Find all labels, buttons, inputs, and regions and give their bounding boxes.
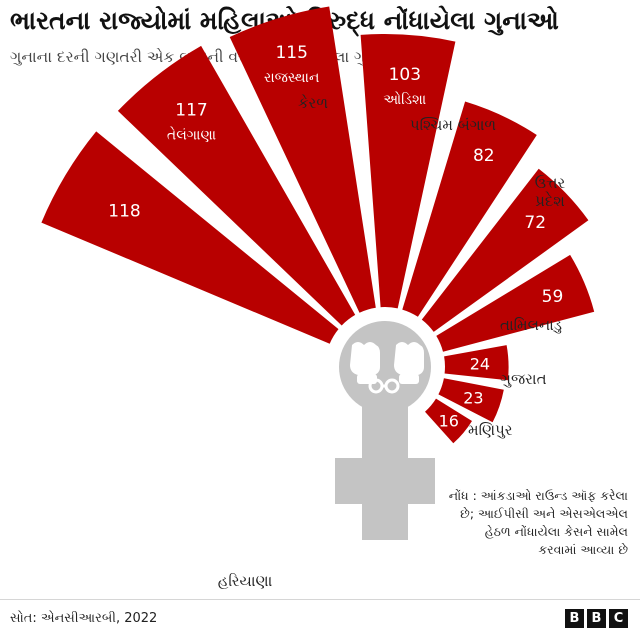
bar-8: [444, 345, 509, 381]
bbc-logo-letter: B: [565, 609, 584, 628]
value-label: 103: [389, 65, 421, 85]
value-label: 23: [463, 388, 483, 407]
category-label: ઓડિશા: [383, 91, 426, 108]
footnote: નોંધ : આંકડાઓ રાઉન્ડ ઑફ કરેલા છે; આઈપીસી…: [448, 488, 628, 557]
category-label: પશ્ચિમ બંગાળ: [410, 116, 496, 134]
value-label: 16: [439, 412, 459, 431]
bar-1: [41, 131, 339, 344]
category-label: ગુજરાત: [500, 370, 547, 388]
value-label: 59: [542, 287, 564, 307]
handcuffed-fists-icon: [350, 342, 424, 394]
footer-divider: [0, 599, 640, 600]
bar-9: [438, 378, 504, 423]
bars-layer: [41, 6, 595, 444]
bbc-logo-letter: B: [587, 609, 606, 628]
value-label: 117: [175, 100, 207, 120]
radial-bar-chart: 118 હરિયાણા 117 તેલંગાણા 115 રાજસ્થાન 103 ઓડિશા…: [41, 6, 595, 590]
bbc-logo-letter: C: [609, 609, 628, 628]
labels-layer: 118 હરિયાણા 117 તેલંગાણા 115 રાજસ્થાન 103 ઓડિશા…: [108, 43, 565, 590]
bar-7: [436, 254, 595, 352]
category-label: હરિયાણા: [218, 572, 273, 590]
bbc-logo: B B C: [565, 609, 628, 628]
category-label: મણિપુર: [468, 421, 513, 439]
category-label: કેરળ: [298, 94, 328, 112]
value-label: 118: [108, 202, 140, 222]
value-label: 72: [524, 213, 546, 233]
value-label: 24: [470, 355, 490, 374]
category-label: તામિલનાડુ: [500, 316, 562, 334]
bar-10: [425, 398, 472, 444]
source-text: સોત: એનસીઆરબી, 2022: [10, 611, 158, 626]
category-label: ઉત્તર પ્રદેશ: [535, 174, 566, 210]
category-label: રાજસ્થાન: [264, 70, 319, 86]
bar-2: [117, 45, 356, 326]
bar-4: [360, 34, 456, 309]
value-label: 115: [275, 43, 307, 63]
bar-3: [229, 6, 376, 313]
bar-6: [421, 168, 589, 332]
category-label: તેલંગાણા: [167, 126, 216, 143]
value-label: 82: [473, 146, 495, 166]
bar-5: [402, 101, 537, 317]
women-symbol-icon: [335, 321, 435, 540]
